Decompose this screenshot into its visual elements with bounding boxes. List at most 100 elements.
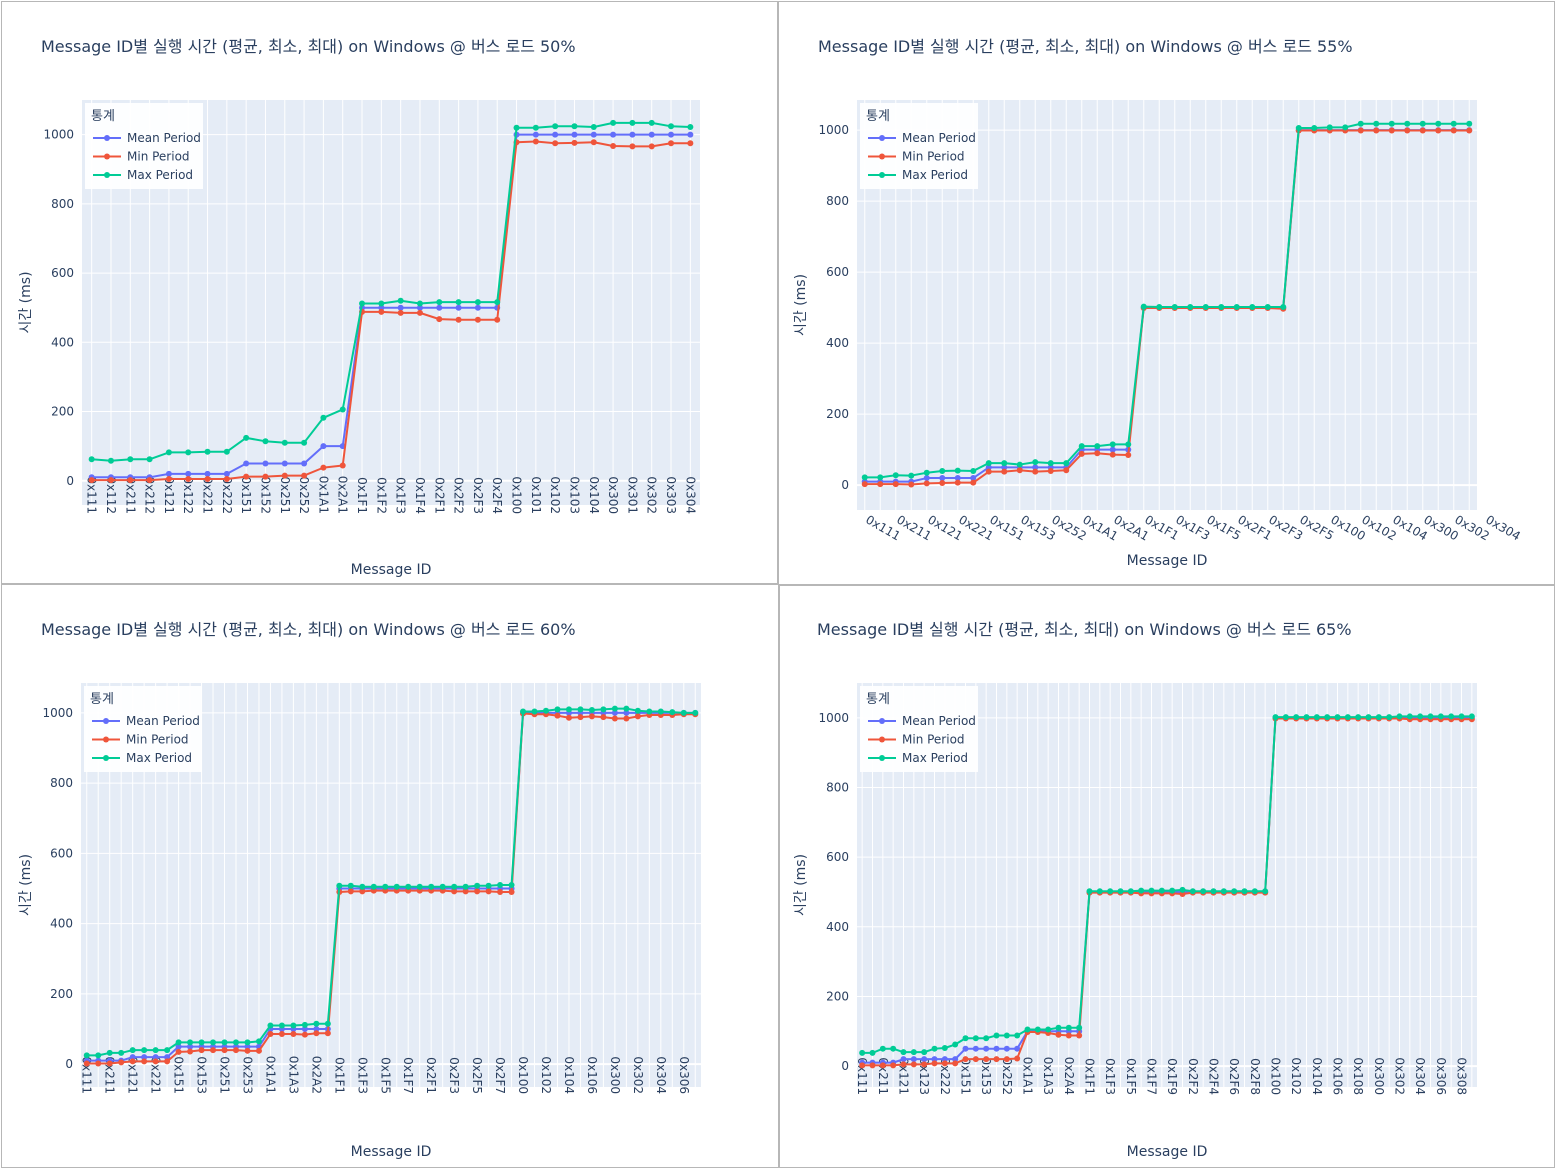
- legend-item-max[interactable]: Max Period: [126, 751, 192, 765]
- data-point-max: [233, 1039, 239, 1046]
- y-axis-title: 시간 (ms): [793, 274, 809, 336]
- y-tick-label: 1000: [818, 711, 849, 725]
- data-point-min: [339, 462, 346, 469]
- legend: 통계 Mean Period Min Period Max Period: [860, 103, 978, 189]
- legend: 통계 Mean Period Min Period Max Period: [85, 103, 203, 189]
- legend-item-max[interactable]: Max Period: [127, 168, 193, 182]
- data-point-max: [1373, 120, 1380, 127]
- legend-marker-max[interactable]: [103, 755, 109, 761]
- legend-marker-mean[interactable]: [879, 718, 885, 724]
- x-tick-label: 0x151: [987, 512, 1027, 543]
- data-point-min: [532, 138, 539, 145]
- data-point-min: [869, 1062, 876, 1069]
- x-tick-label: 0x2A1: [1111, 512, 1151, 543]
- data-point-max: [1466, 120, 1473, 127]
- data-point-max: [1435, 120, 1442, 127]
- data-point-max: [1262, 888, 1269, 895]
- data-point-min: [1109, 451, 1116, 458]
- data-point-max: [1272, 714, 1279, 721]
- legend-marker-min[interactable]: [103, 736, 109, 743]
- data-point-mean: [623, 709, 630, 716]
- data-point-max: [879, 1045, 886, 1052]
- y-tick-label: 600: [50, 846, 73, 860]
- data-point-max: [600, 706, 607, 713]
- legend-item-mean[interactable]: Mean Period: [126, 714, 200, 728]
- x-tick-label: 0x1F5: [1204, 512, 1243, 543]
- data-point-max: [301, 439, 308, 446]
- data-point-min: [187, 1048, 194, 1055]
- data-point-max: [324, 1020, 331, 1027]
- x-tick-label: 0x112: [104, 476, 118, 514]
- x-tick-label: 0x306: [677, 1056, 691, 1094]
- legend-marker-mean[interactable]: [103, 718, 109, 724]
- x-tick-label: 0x1F3: [1103, 1058, 1117, 1095]
- x-tick-label: 0x121: [925, 512, 965, 543]
- data-point-mean: [1014, 1045, 1021, 1052]
- x-tick-label: 0x1A1: [1021, 1057, 1035, 1095]
- data-point-max: [565, 706, 572, 713]
- legend-item-min[interactable]: Min Period: [902, 733, 965, 747]
- data-point-max: [931, 1045, 938, 1052]
- data-point-max: [648, 119, 655, 126]
- legend-item-max[interactable]: Max Period: [902, 751, 968, 765]
- data-point-min: [494, 316, 501, 323]
- data-point-max: [1448, 713, 1455, 720]
- data-point-max: [921, 1049, 928, 1056]
- legend-item-min[interactable]: Min Period: [127, 150, 190, 164]
- legend-marker-min[interactable]: [104, 153, 110, 160]
- chart-title: Message ID별 실행 시간 (평균, 최소, 최대) on Window…: [817, 620, 1352, 639]
- x-tick-label: 0x301: [625, 476, 639, 514]
- data-point-min: [474, 888, 481, 895]
- data-point-min: [962, 1056, 969, 1063]
- data-point-max: [531, 708, 538, 715]
- data-point-max: [1014, 1032, 1021, 1039]
- data-point-max: [520, 708, 527, 715]
- data-point-min: [262, 473, 269, 480]
- y-tick-label: 200: [826, 989, 849, 1003]
- legend-marker-max[interactable]: [879, 755, 885, 761]
- x-tick-label: 0x253: [240, 1056, 254, 1094]
- legend-marker-mean[interactable]: [879, 135, 885, 141]
- data-point-max: [1437, 713, 1444, 720]
- data-point-mean: [532, 131, 539, 138]
- data-point-max: [146, 456, 153, 463]
- data-point-max: [359, 883, 366, 890]
- x-tick-label: 0x2F5: [1297, 512, 1336, 543]
- data-point-min: [455, 316, 462, 323]
- data-point-min: [324, 1030, 331, 1037]
- data-point-max: [1140, 303, 1147, 310]
- chart-panel-bus-load-55: Message ID별 실행 시간 (평균, 최소, 최대) on Window…: [778, 1, 1555, 585]
- x-tick-label: 0x153: [195, 1056, 209, 1094]
- legend-item-max[interactable]: Max Period: [902, 168, 968, 182]
- data-point-min: [244, 1047, 251, 1054]
- data-point-max: [1045, 1026, 1052, 1033]
- legend-marker-max[interactable]: [104, 172, 110, 178]
- data-point-min: [577, 714, 584, 721]
- legend-title: 통계: [90, 692, 114, 707]
- legend-item-min[interactable]: Min Period: [126, 733, 189, 747]
- data-point-max: [336, 882, 343, 889]
- legend-marker-min[interactable]: [879, 736, 885, 743]
- data-point-mean: [301, 460, 308, 467]
- data-point-max: [1003, 1032, 1010, 1039]
- data-point-max: [416, 300, 423, 307]
- data-point-max: [1032, 459, 1039, 466]
- data-point-max: [952, 1041, 959, 1048]
- y-tick-label: 1000: [818, 123, 849, 137]
- data-point-min: [88, 477, 95, 484]
- y-tick-label: 800: [50, 776, 73, 790]
- data-point-min: [590, 139, 597, 146]
- x-tick-label: 0x100: [1328, 512, 1368, 543]
- legend-marker-mean[interactable]: [104, 135, 110, 141]
- legend-marker-max[interactable]: [879, 172, 885, 178]
- legend-item-min[interactable]: Min Period: [902, 150, 965, 164]
- legend-item-mean[interactable]: Mean Period: [902, 714, 976, 728]
- legend-item-mean[interactable]: Mean Period: [902, 131, 976, 145]
- data-point-max: [532, 124, 539, 131]
- legend-item-mean[interactable]: Mean Period: [127, 131, 201, 145]
- data-point-max: [290, 1022, 297, 1029]
- legend-marker-min[interactable]: [879, 153, 885, 160]
- data-point-mean: [590, 131, 597, 138]
- data-point-max: [382, 883, 389, 890]
- legend: 통계 Mean Period Min Period Max Period: [860, 686, 978, 772]
